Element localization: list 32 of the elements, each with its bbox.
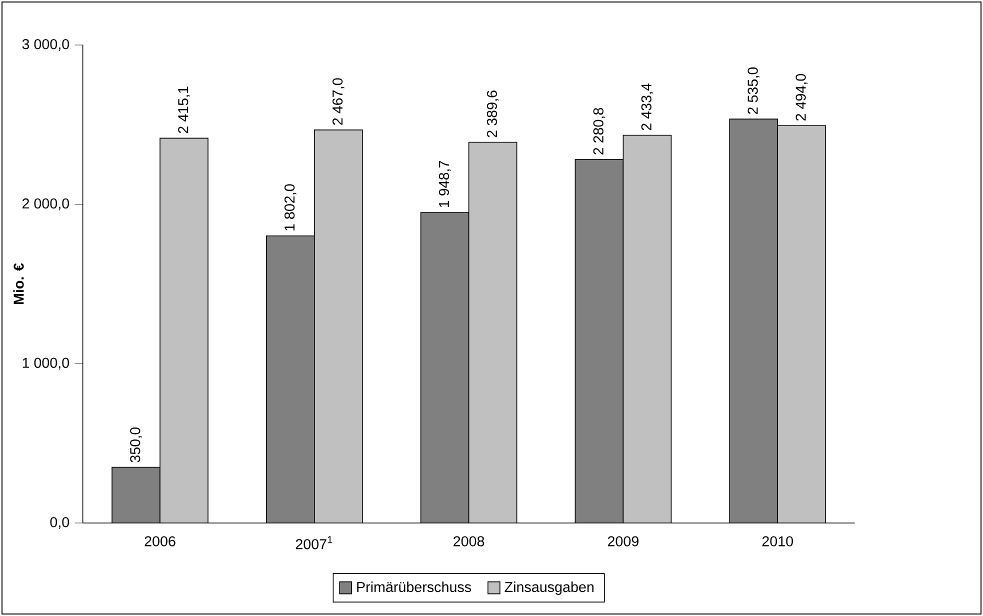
y-tick-label: 1 000,0 (22, 358, 70, 370)
bar (575, 160, 624, 523)
legend-label: Zinsausgaben (504, 582, 594, 595)
y-axis-title: Mio. € (13, 263, 24, 304)
y-tick-label: 3 000,0 (22, 39, 70, 51)
bar (314, 130, 362, 523)
bar (266, 236, 314, 523)
y-tick-label: 2 000,0 (22, 198, 70, 210)
bar (420, 212, 469, 523)
x-tick-label: 2006 (144, 536, 176, 546)
data-label: 1 802,0 (284, 184, 296, 230)
bar (468, 142, 517, 523)
legend-label: Primärüberschuss (357, 582, 472, 592)
bar (160, 138, 208, 523)
y-tick-label: 0,0 (50, 517, 70, 529)
data-label: 2 280,8 (593, 108, 606, 154)
data-label: 2 433,4 (641, 83, 654, 130)
data-label: 350,0 (130, 428, 142, 462)
bar (729, 118, 778, 523)
x-tick-label: 2009 (608, 536, 638, 546)
data-label: 2 389,6 (486, 90, 499, 138)
x-tick-label: 2008 (454, 536, 484, 546)
x-tick-label: 2010 (762, 536, 793, 546)
bar (777, 125, 826, 523)
bar (623, 135, 672, 523)
bar (112, 467, 160, 523)
data-label: 2 535,0 (748, 67, 760, 114)
data-label: 1 948,7 (438, 160, 451, 208)
data-label: 2 415,1 (178, 86, 190, 134)
data-label: 2 494,0 (796, 74, 808, 120)
data-label: 2 467,0 (332, 78, 344, 125)
x-tick-label: 2007$^{1}$ (296, 536, 332, 550)
